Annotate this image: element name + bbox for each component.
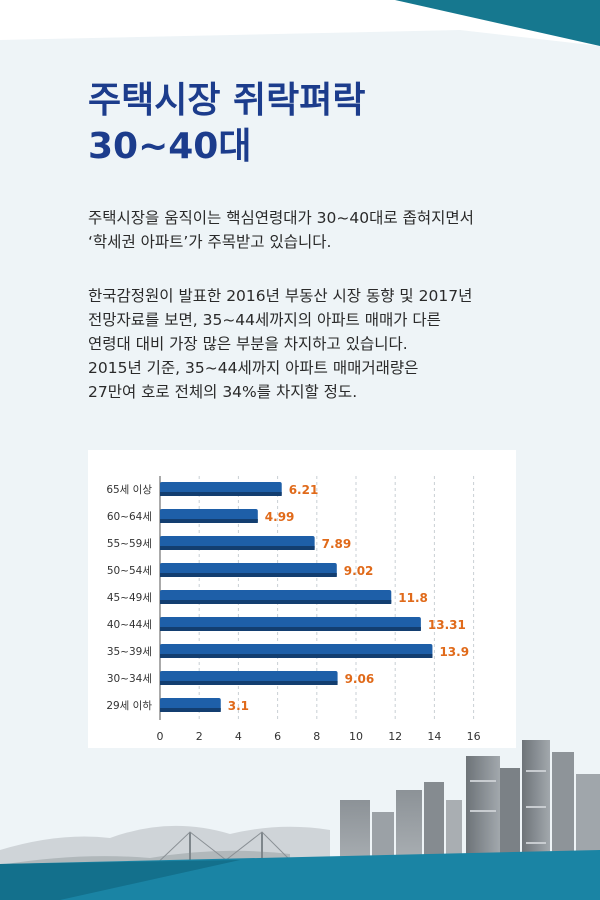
value-label: 13.31 [428,618,466,632]
bar-shadow [160,573,337,577]
value-label: 4.99 [265,510,295,524]
x-tick-label: 12 [388,730,402,743]
value-label: 3.1 [228,699,249,713]
bar-shadow [160,708,221,712]
detail-line: 연령대 대비 가장 많은 부분을 차지하고 있습니다. [88,335,408,353]
x-tick-label: 0 [157,730,164,743]
bar-shadow [160,654,433,658]
x-tick-label: 14 [427,730,441,743]
intro-line: 주택시장을 움직이는 핵심연령대가 30~40대로 좁혀지면서 [88,209,474,227]
bar-shadow [160,519,258,523]
value-label: 11.8 [398,591,428,605]
category-label: 40~44세 [107,619,152,631]
value-label: 9.06 [345,672,375,686]
x-tick-label: 16 [467,730,481,743]
x-tick-label: 10 [349,730,363,743]
category-label: 50~54세 [107,565,152,577]
bar-shadow [160,492,282,496]
detail-line: 2015년 기준, 35~44세까지 아파트 매매거래량은 [88,359,419,377]
category-label: 60~64세 [107,511,152,523]
x-tick-label: 6 [274,730,281,743]
bar-shadow [160,600,392,604]
x-tick-label: 8 [313,730,320,743]
bar-shadow [160,546,315,550]
category-label: 29세 이하 [106,699,152,712]
headline: 주택시장 쥐락펴락 30~40대 [88,78,366,170]
intro-line: ‘학세권 아파트’가 주목받고 있습니다. [88,233,332,251]
bar-shadow [160,681,338,685]
detail-line: 전망자료를 보면, 35~44세까지의 아파트 매매가 다른 [88,311,441,329]
category-label: 65세 이상 [106,484,152,496]
category-label: 30~34세 [107,673,152,685]
category-label: 45~49세 [107,592,152,604]
age-group-bar-chart: 0 2 4 6 8 10 12 14 16 65세 이상 6.21 60~64세 4.99 55~59세 7… [88,450,516,748]
value-label: 7.89 [322,537,352,551]
category-label: 35~39세 [107,646,152,658]
value-label: 6.21 [289,483,319,497]
detail-line: 한국감정원이 발표한 2016년 부동산 시장 동향 및 2017년 [88,287,473,305]
bottom-decorative-band [0,850,600,900]
intro-paragraph: 주택시장을 움직이는 핵심연령대가 30~40대로 좁혀지면서 ‘학세권 아파트… [88,206,474,254]
value-label: 13.9 [439,645,469,659]
top-decorative-band [0,0,600,46]
category-label: 55~59세 [107,538,152,550]
bar-shadow [160,627,421,631]
detail-paragraph: 한국감정원이 발표한 2016년 부동산 시장 동향 및 2017년 전망자료를… [88,284,472,404]
detail-line: 27만여 호로 전체의 34%를 차지할 정도. [88,383,358,401]
headline-line-1: 주택시장 쥐락펴락 [88,80,366,121]
chart-canvas: 0 2 4 6 8 10 12 14 16 65세 이상 6.21 60~64세 4.99 55~59세 7… [106,476,481,743]
value-label: 9.02 [344,564,374,578]
headline-line-2: 30~40대 [88,126,252,167]
x-tick-label: 4 [235,730,242,743]
x-tick-label: 2 [196,730,203,743]
